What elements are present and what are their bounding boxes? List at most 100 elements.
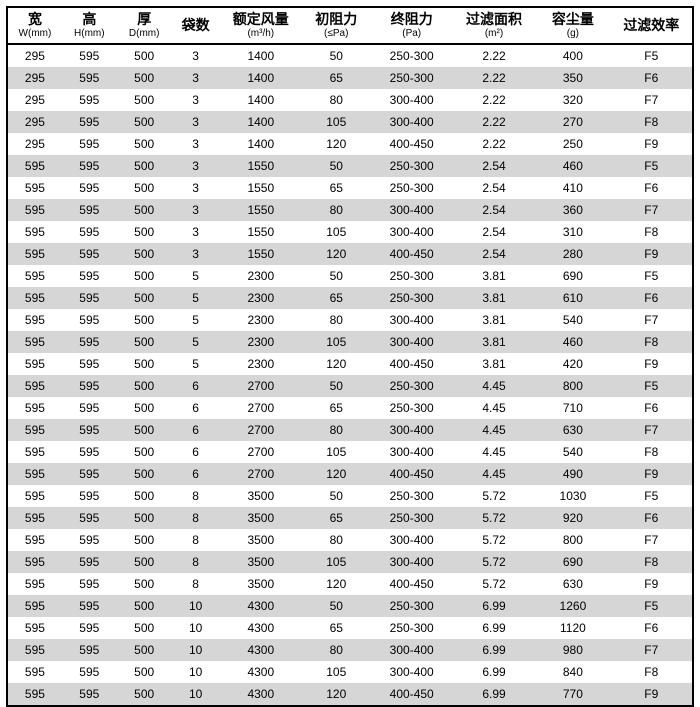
table-cell: 250: [535, 133, 610, 155]
table-cell: F8: [611, 441, 693, 463]
table-cell: 3: [172, 111, 220, 133]
table-row: 5955955003155065250-3002.54410F6: [7, 177, 693, 199]
table-cell: F9: [611, 573, 693, 595]
table-cell: 595: [7, 463, 62, 485]
table-cell: F7: [611, 309, 693, 331]
table-cell: 1550: [220, 221, 302, 243]
table-cell: 3: [172, 177, 220, 199]
table-cell: 595: [62, 177, 117, 199]
table-cell: 595: [7, 639, 62, 661]
table-cell: 490: [535, 463, 610, 485]
table-cell: 8: [172, 507, 220, 529]
table-cell: 595: [62, 485, 117, 507]
table-cell: 4.45: [453, 463, 535, 485]
table-cell: 5.72: [453, 529, 535, 551]
table-cell: 295: [7, 133, 62, 155]
table-cell: 5.72: [453, 485, 535, 507]
table-cell: 595: [7, 573, 62, 595]
table-row: 29559550031400105300-4002.22270F8: [7, 111, 693, 133]
table-cell: 1030: [535, 485, 610, 507]
table-cell: F5: [611, 155, 693, 177]
table-cell: 595: [62, 639, 117, 661]
table-cell: 595: [62, 683, 117, 706]
table-cell: F6: [611, 177, 693, 199]
table-cell: 2700: [220, 397, 302, 419]
table-cell: 400-450: [371, 463, 453, 485]
table-cell: 595: [62, 551, 117, 573]
table-cell: 595: [7, 485, 62, 507]
table-cell: 595: [62, 331, 117, 353]
table-cell: 460: [535, 331, 610, 353]
table-cell: 2.22: [453, 67, 535, 89]
table-cell: 250-300: [371, 265, 453, 287]
table-cell: 2700: [220, 463, 302, 485]
table-cell: F8: [611, 551, 693, 573]
table-cell: 295: [7, 44, 62, 67]
table-cell: F5: [611, 265, 693, 287]
table-cell: 65: [302, 177, 371, 199]
table-cell: 690: [535, 551, 610, 573]
table-cell: 595: [7, 309, 62, 331]
table-header-row: 宽W(mm) 高H(mm) 厚D(mm) 袋数 额定风量(m³/h) 初阻力(≤…: [7, 7, 693, 44]
table-cell: 400: [535, 44, 610, 67]
table-cell: 1400: [220, 44, 302, 67]
table-row: 59559550062700105300-4004.45540F8: [7, 441, 693, 463]
table-cell: 1120: [535, 617, 610, 639]
table-cell: 8: [172, 551, 220, 573]
table-cell: 320: [535, 89, 610, 111]
table-cell: 500: [117, 617, 172, 639]
table-cell: 50: [302, 375, 371, 397]
table-cell: 300-400: [371, 89, 453, 111]
table-cell: 500: [117, 44, 172, 67]
table-cell: 500: [117, 595, 172, 617]
table-cell: 500: [117, 331, 172, 353]
table-cell: 250-300: [371, 155, 453, 177]
table-cell: 3.81: [453, 353, 535, 375]
table-cell: 5.72: [453, 573, 535, 595]
table-cell: F5: [611, 595, 693, 617]
table-cell: 310: [535, 221, 610, 243]
table-cell: 595: [62, 661, 117, 683]
table-row: 2955955003140080300-4002.22320F7: [7, 89, 693, 111]
table-row: 59559550010430050250-3006.991260F5: [7, 595, 693, 617]
table-cell: 595: [62, 529, 117, 551]
table-cell: 120: [302, 463, 371, 485]
table-cell: 4300: [220, 661, 302, 683]
table-row: 29559550031400120400-4502.22250F9: [7, 133, 693, 155]
table-cell: 10: [172, 639, 220, 661]
table-cell: 5.72: [453, 551, 535, 573]
table-cell: 4300: [220, 683, 302, 706]
table-cell: 595: [7, 397, 62, 419]
col-airflow: 额定风量(m³/h): [220, 7, 302, 44]
table-cell: F6: [611, 67, 693, 89]
table-cell: 1400: [220, 67, 302, 89]
table-row: 5955955008350065250-3005.72920F6: [7, 507, 693, 529]
table-row: 2955955003140065250-3002.22350F6: [7, 67, 693, 89]
table-cell: 2300: [220, 287, 302, 309]
table-cell: 4.45: [453, 419, 535, 441]
table-cell: F9: [611, 133, 693, 155]
table-cell: F9: [611, 353, 693, 375]
table-cell: 595: [7, 199, 62, 221]
table-cell: 50: [302, 155, 371, 177]
table-cell: 6.99: [453, 617, 535, 639]
table-cell: 5.72: [453, 507, 535, 529]
table-cell: 2.54: [453, 177, 535, 199]
table-cell: 595: [7, 265, 62, 287]
table-cell: 3: [172, 243, 220, 265]
table-cell: 105: [302, 111, 371, 133]
table-cell: 595: [62, 595, 117, 617]
table-cell: 6.99: [453, 595, 535, 617]
table-cell: 500: [117, 507, 172, 529]
table-cell: 65: [302, 67, 371, 89]
table-cell: 3: [172, 44, 220, 67]
col-efficiency: 过滤效率: [611, 7, 693, 44]
table-cell: 2300: [220, 309, 302, 331]
col-height-sub: H(mm): [64, 28, 115, 39]
table-cell: 500: [117, 485, 172, 507]
table-cell: 420: [535, 353, 610, 375]
table-cell: 540: [535, 441, 610, 463]
table-row: 59559550031550105300-4002.54310F8: [7, 221, 693, 243]
table-row: 5955955008350080300-4005.72800F7: [7, 529, 693, 551]
col-depth: 厚D(mm): [117, 7, 172, 44]
